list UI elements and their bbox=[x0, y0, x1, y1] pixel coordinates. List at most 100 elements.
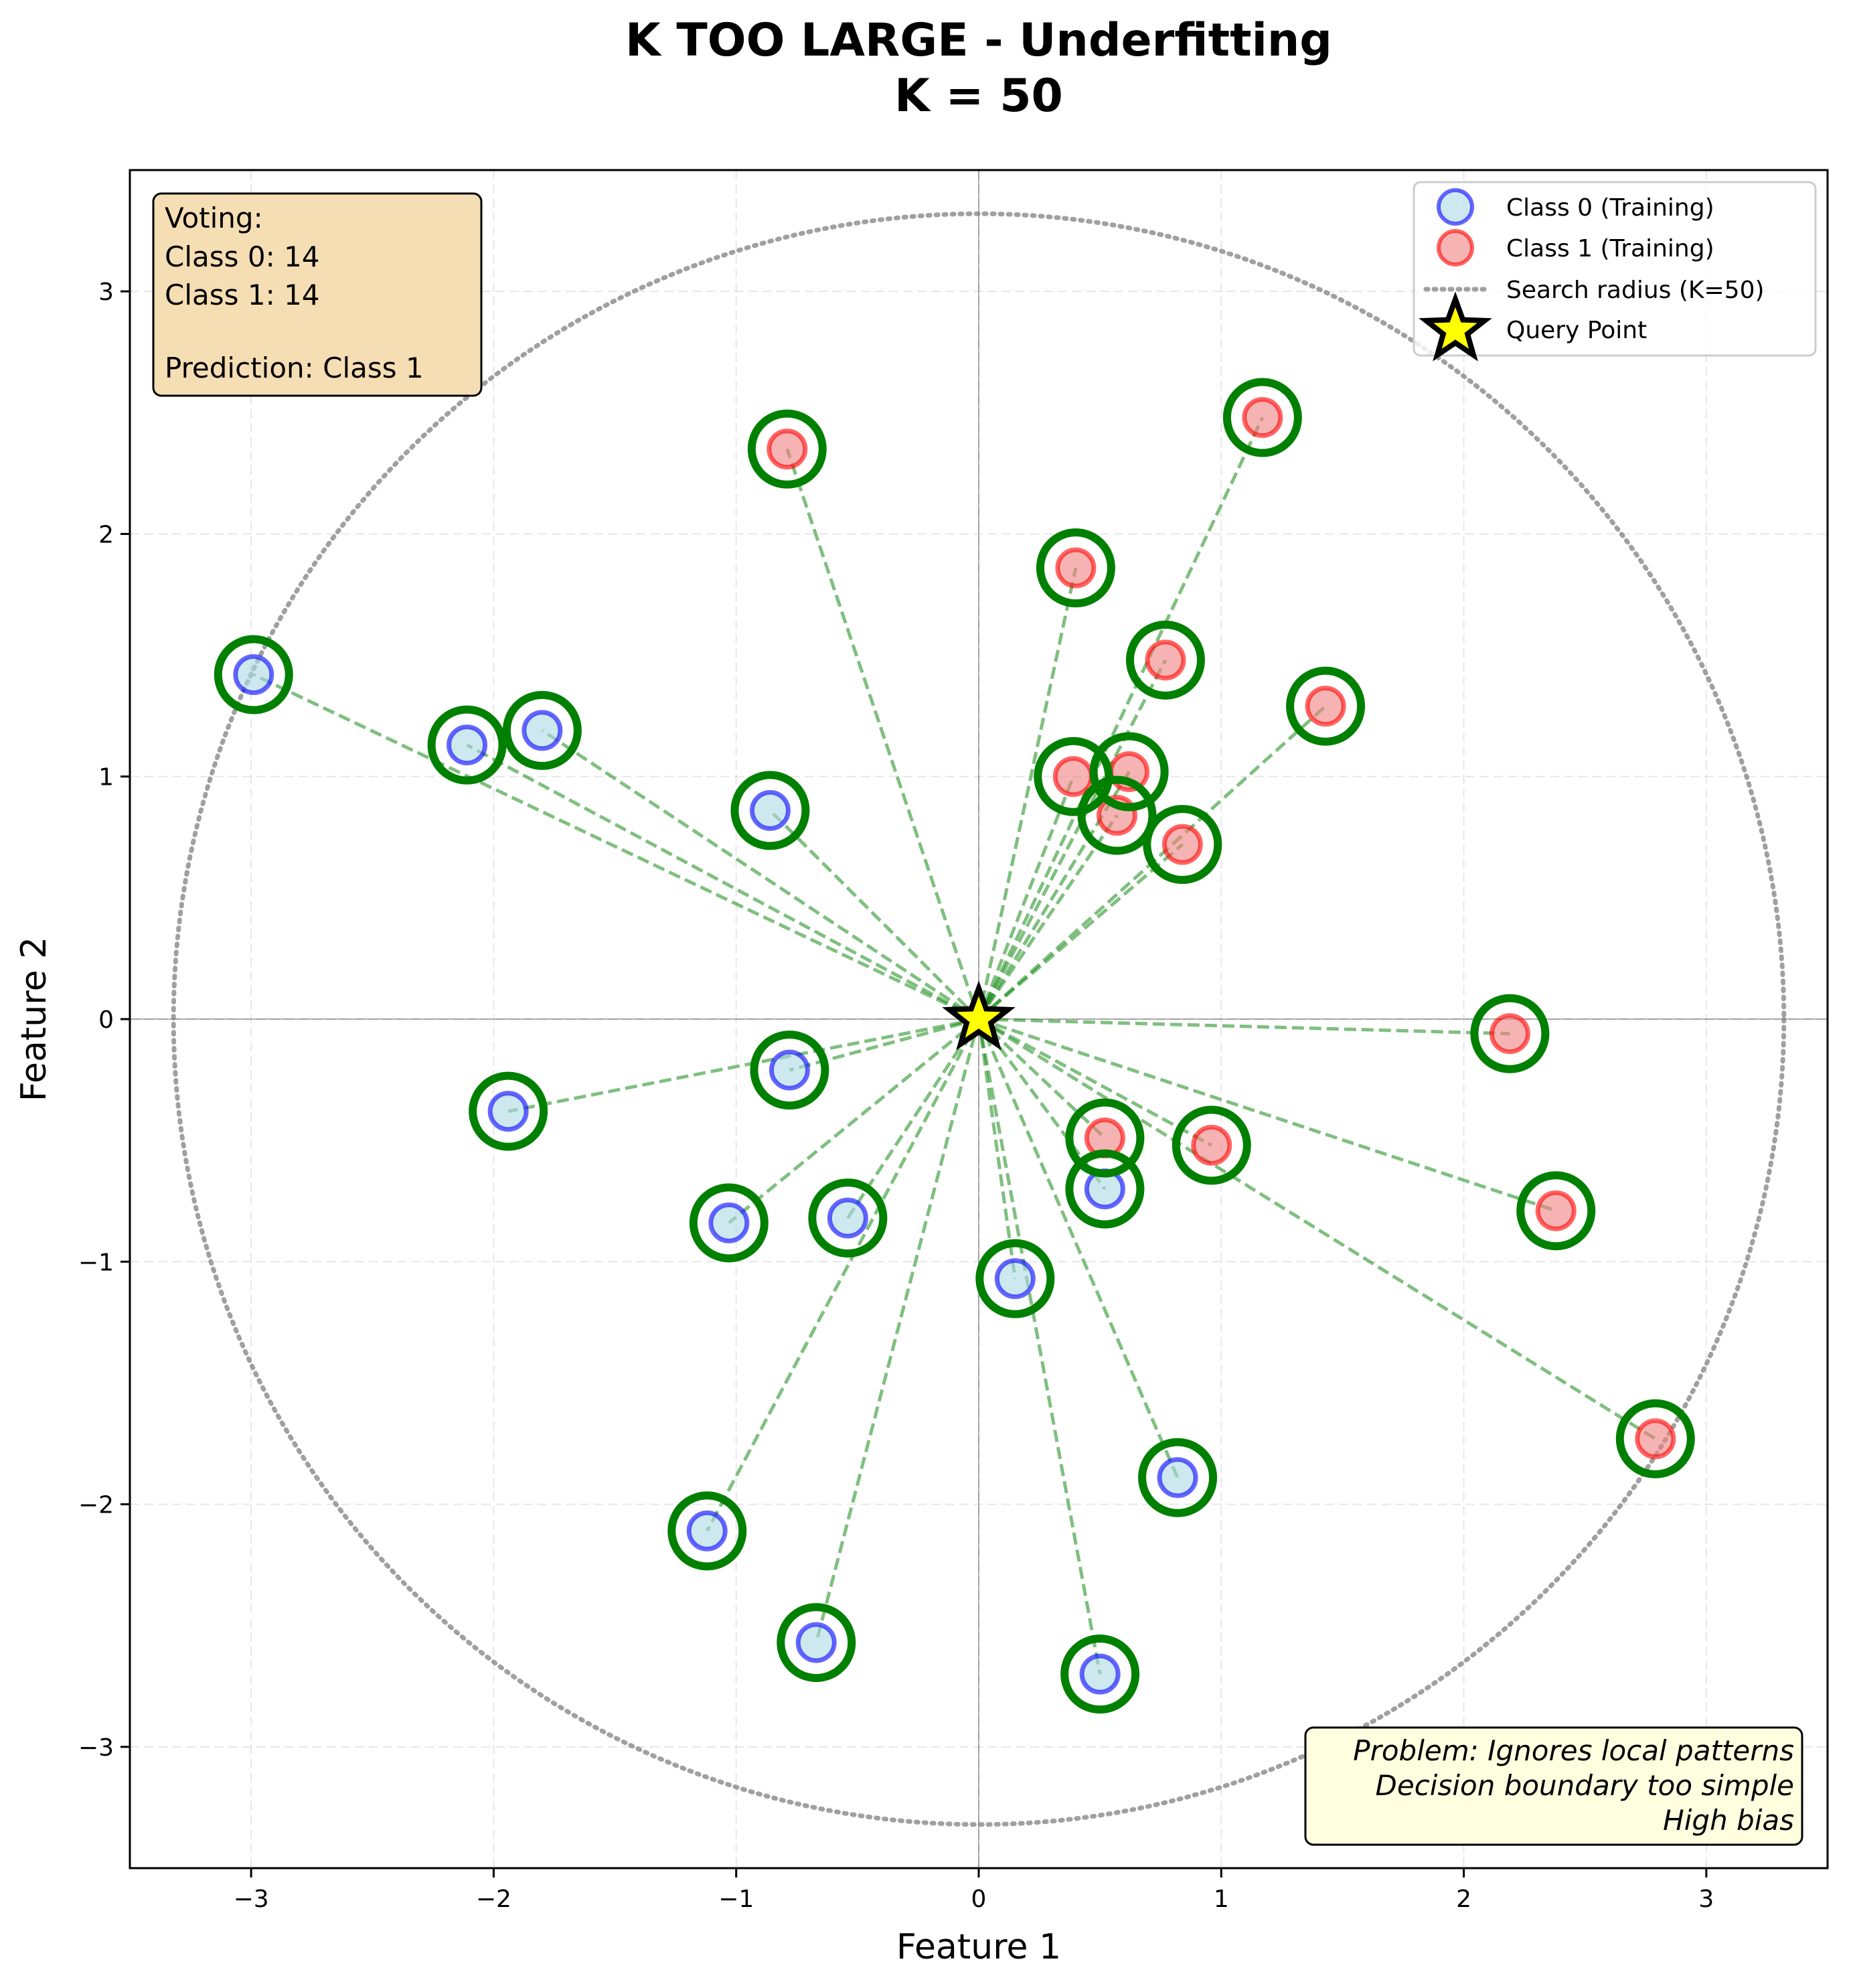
problem-line-1: Problem: Ignores local patterns bbox=[1353, 1734, 1794, 1767]
legend-query-label: Query Point bbox=[1506, 317, 1647, 344]
class1-point bbox=[1161, 824, 1203, 865]
neighbor-ring bbox=[975, 1239, 1055, 1318]
neighbor-line bbox=[977, 1017, 1657, 1440]
neighbor-ring bbox=[667, 1491, 747, 1571]
neighbor-line bbox=[977, 659, 1168, 1020]
neighbor-ring bbox=[427, 705, 507, 785]
class1-point bbox=[767, 429, 808, 470]
class0-point bbox=[233, 654, 274, 696]
x-tick-label: −2 bbox=[476, 1886, 511, 1913]
neighbor-ring bbox=[1222, 378, 1302, 457]
chart-title-line1: K TOO LARGE - Underfitting bbox=[625, 14, 1332, 67]
neighbor-ring bbox=[1034, 737, 1113, 816]
neighbor-line bbox=[977, 1018, 1180, 1478]
neighbor-line bbox=[706, 1018, 981, 1532]
query-point-star bbox=[942, 980, 1016, 1051]
y-tick-label: −1 bbox=[78, 1249, 114, 1276]
class1-point bbox=[1145, 639, 1186, 681]
neighbor-line bbox=[977, 843, 1184, 1020]
legend: Class 0 (Training) Class 1 (Training) Se… bbox=[1413, 181, 1817, 362]
neighbor-ring bbox=[1089, 732, 1169, 812]
neighbor-ring bbox=[1470, 994, 1550, 1073]
neighbor-line bbox=[977, 567, 1078, 1020]
x-tick-label: 3 bbox=[1698, 1886, 1714, 1913]
neighbor-ring bbox=[1065, 1149, 1145, 1229]
class0-point bbox=[769, 1049, 810, 1091]
neighbor-ring bbox=[1036, 528, 1115, 608]
legend-frame bbox=[1413, 181, 1817, 357]
neighbor-line bbox=[977, 1017, 1212, 1147]
class1-point bbox=[1191, 1124, 1232, 1166]
neighbor-ring bbox=[730, 771, 810, 850]
voting-title: Voting: bbox=[165, 202, 263, 234]
neighbor-line bbox=[977, 1018, 1107, 1140]
problem-box-background bbox=[1304, 1726, 1803, 1846]
class1-point bbox=[1242, 397, 1283, 439]
neighbor-lines bbox=[252, 416, 1657, 1675]
y-tick-label: 3 bbox=[98, 279, 114, 306]
class1-point bbox=[1305, 686, 1346, 727]
neighbor-ring bbox=[1615, 1399, 1695, 1478]
class1-point bbox=[1535, 1190, 1577, 1231]
voting-prediction: Prediction: Class 1 bbox=[165, 352, 424, 384]
neighbor-ring bbox=[750, 1030, 829, 1110]
neighbor-line bbox=[978, 1017, 1510, 1036]
voting-box: Voting: Class 0: 14 Class 1: 14 Predicti… bbox=[152, 192, 483, 397]
y-tick-label: 0 bbox=[98, 1006, 114, 1034]
legend-radius-label: Search radius (K=50) bbox=[1506, 277, 1765, 304]
y-axis-label: Feature 2 bbox=[14, 937, 54, 1101]
y-tick-label: 2 bbox=[98, 521, 114, 548]
x-axis-label: Feature 1 bbox=[896, 1927, 1061, 1967]
neighbor-ring bbox=[214, 635, 293, 714]
training-points bbox=[233, 397, 1676, 1695]
neighbor-line bbox=[977, 416, 1265, 1020]
neighbor-line bbox=[814, 1018, 981, 1643]
neighbor-ring bbox=[1060, 1634, 1140, 1714]
neighbor-ring bbox=[1516, 1171, 1596, 1251]
neighbor-line bbox=[977, 1018, 1102, 1675]
neighbor-ring bbox=[808, 1178, 888, 1258]
neighbor-line bbox=[846, 1018, 981, 1219]
class0-point bbox=[487, 1091, 529, 1132]
neighbor-line bbox=[507, 1017, 979, 1114]
neighbor-ring bbox=[1065, 1098, 1145, 1178]
neighbor-ring bbox=[777, 1603, 856, 1683]
neighbor-ring bbox=[1286, 666, 1366, 746]
neighbor-rings bbox=[214, 378, 1695, 1714]
class0-point bbox=[827, 1197, 868, 1239]
problem-line-2: Decision boundary too simple bbox=[1376, 1769, 1794, 1802]
neighbor-ring bbox=[469, 1071, 548, 1151]
neighbor-line bbox=[977, 1018, 1017, 1279]
class0-point bbox=[1079, 1653, 1121, 1695]
neighbor-line bbox=[769, 809, 980, 1020]
neighbor-ring bbox=[1138, 1438, 1218, 1517]
chart-title-line2: K = 50 bbox=[894, 70, 1063, 123]
y-ticks: −3 −2 −1 0 1 2 3 bbox=[78, 279, 130, 1762]
neighbor-ring bbox=[502, 690, 582, 770]
class0-point bbox=[795, 1622, 837, 1663]
x-tick-label: 2 bbox=[1456, 1886, 1471, 1913]
legend-query-star-icon bbox=[1419, 291, 1492, 362]
class0-point bbox=[1157, 1457, 1198, 1499]
neighbor-ring bbox=[1172, 1105, 1251, 1185]
neighbor-line bbox=[977, 814, 1119, 1020]
neighbor-ring bbox=[689, 1183, 769, 1263]
neighbor-ring bbox=[1077, 775, 1157, 855]
voting-box-background bbox=[152, 192, 483, 397]
class0-point bbox=[749, 789, 791, 831]
plot-area bbox=[130, 170, 1828, 1868]
neighbor-line bbox=[977, 771, 1131, 1020]
class0-point bbox=[521, 710, 563, 751]
problem-line-3: High bias bbox=[1663, 1804, 1794, 1837]
neighbor-ring bbox=[1143, 805, 1222, 885]
class1-point bbox=[1052, 756, 1094, 797]
class1-point bbox=[1055, 547, 1097, 589]
x-tick-label: 0 bbox=[971, 1886, 987, 1913]
neighbor-line bbox=[466, 743, 980, 1021]
legend-class1-label: Class 1 (Training) bbox=[1506, 235, 1714, 262]
neighbor-ring bbox=[747, 409, 827, 489]
y-tick-label: 1 bbox=[98, 764, 114, 791]
class0-point bbox=[708, 1202, 750, 1243]
legend-class0-label: Class 0 (Training) bbox=[1506, 194, 1714, 222]
